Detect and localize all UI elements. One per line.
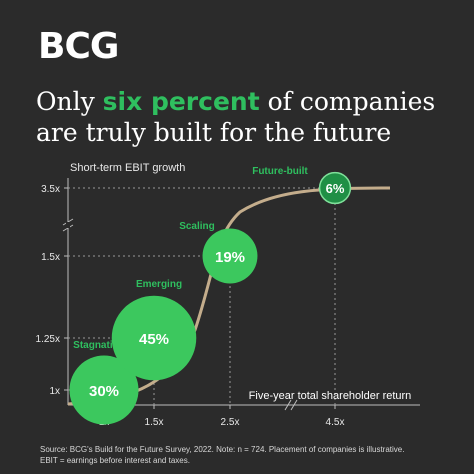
y-tick-label-2: 1.5x (41, 252, 60, 263)
bubble-future-built (318, 171, 352, 205)
bubble-label-0: Stagnating (73, 340, 125, 351)
bubble-emerging (111, 295, 197, 381)
headline-part1: Only (36, 87, 103, 116)
bubble-value-2: 19% (215, 249, 245, 266)
x-tick-label-1: 1.5x (145, 417, 164, 428)
y-axis-title: Short-term EBIT growth (70, 162, 186, 174)
headline-part2: of companies are truly built for the fut… (36, 87, 436, 147)
y-tick-label-3: 3.5x (41, 184, 60, 195)
y-tick-label-0: 1x (49, 386, 60, 397)
bubble-value-1: 45% (139, 331, 169, 348)
bubble-label-2: Scaling (179, 221, 215, 232)
footnote: Source: BCG's Build for the Future Surve… (40, 444, 460, 466)
x-tick-label-3: 4.5x (326, 417, 345, 428)
headline: Only six percent of companies are truly … (36, 86, 456, 148)
bubble-value-3: 6% (326, 181, 345, 196)
x-axis-break (284, 399, 298, 411)
bubble-value-0: 30% (89, 383, 119, 400)
footnote-definition: EBIT = earnings before interest and taxe… (40, 456, 190, 465)
bubble-label-3: Future-built (252, 166, 308, 177)
bubble-scaling (202, 228, 258, 284)
y-axis-break-gap (66, 222, 70, 228)
footnote-source: Source: BCG's Build for the Future Surve… (40, 445, 405, 454)
bubble-stagnating (69, 355, 139, 425)
bcg-logo: BCG (38, 26, 119, 67)
y-tick-label-1: 1.25x (36, 334, 60, 345)
x-tick-label-2: 2.5x (221, 417, 240, 428)
headline-highlight: six percent (102, 87, 260, 116)
bubble-label-1: Emerging (136, 279, 182, 290)
x-axis-title: Five-year total shareholder return (249, 390, 412, 402)
